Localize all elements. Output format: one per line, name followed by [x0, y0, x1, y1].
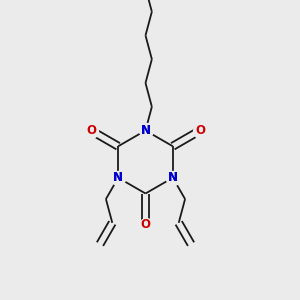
Text: O: O — [195, 124, 205, 137]
Text: N: N — [168, 171, 178, 184]
Text: N: N — [113, 171, 123, 184]
Text: N: N — [113, 171, 123, 184]
Text: O: O — [140, 218, 151, 232]
Text: N: N — [140, 124, 151, 137]
Text: O: O — [86, 124, 96, 137]
Text: N: N — [140, 124, 151, 137]
Text: N: N — [168, 171, 178, 184]
